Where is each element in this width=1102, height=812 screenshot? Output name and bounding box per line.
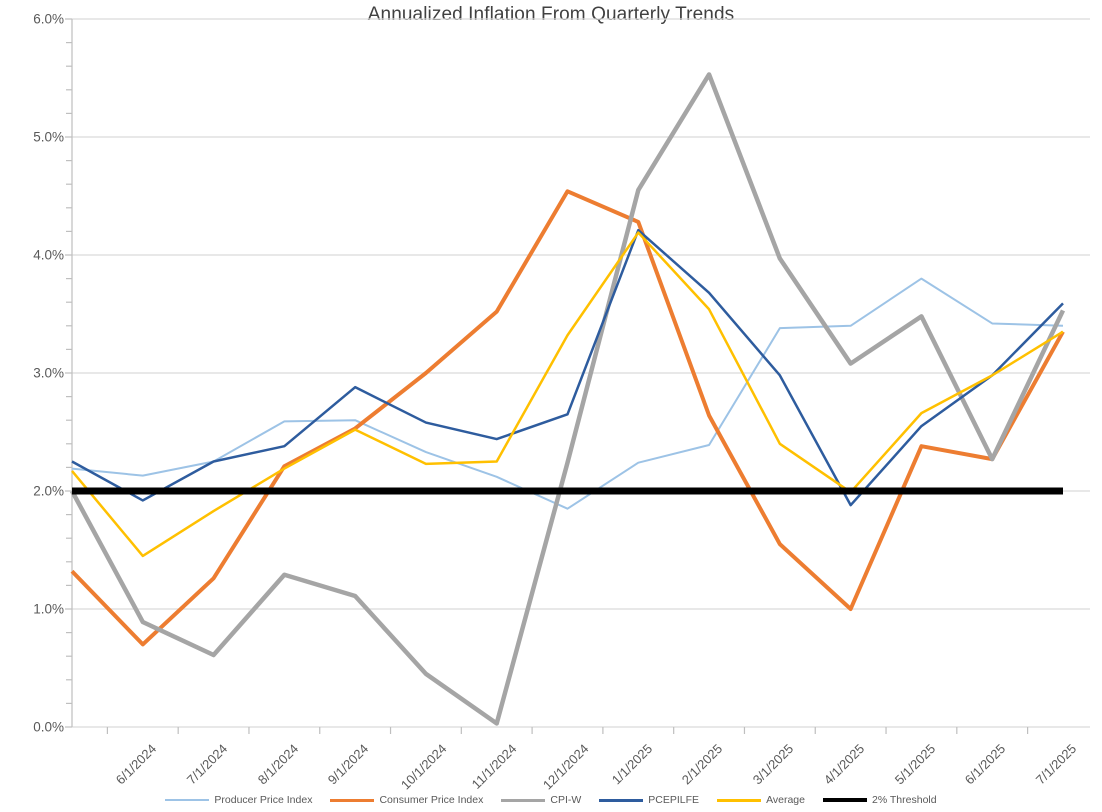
legend-item[interactable]: 2% Threshold [822, 794, 937, 806]
chart-legend: Producer Price Index Consumer Price Index… [0, 794, 1102, 806]
x-axis-tick-label: 9/1/2024 [325, 741, 372, 788]
series-lines [70, 72, 1066, 726]
chart-title: Annualized Inflation From Quarterly Tren… [367, 4, 735, 25]
legend-label: Average [766, 794, 805, 806]
legend-item[interactable]: Producer Price Index [165, 794, 312, 806]
legend-swatch-icon [330, 798, 375, 802]
legend-item[interactable]: Consumer Price Index [330, 794, 483, 806]
x-axis-tick-label: 3/1/2025 [749, 741, 797, 788]
x-axis-tick-label: 10/1/2024 [398, 741, 450, 793]
x-axis-tick-label: 7/1/2024 [183, 741, 230, 788]
legend-label: 2% Threshold [871, 794, 937, 806]
series-line-pcepilfe [71, 228, 1064, 507]
y-axis-labels: 0.0% 1.0% 2.0% 3.0% 4.0% 5.0% 6.0% [0, 0, 64, 812]
y-axis-tick-label: 6.0% [33, 11, 64, 27]
x-axis-tick-label: 11/1/2024 [468, 741, 520, 792]
legend-label: Consumer Price Index [379, 794, 484, 806]
y-axis-tick-label: 0.0% [33, 719, 64, 735]
legend-swatch-icon [165, 799, 210, 801]
x-axis-tick-label: 6/1/2024 [112, 741, 160, 788]
x-axis-tick-label: 6/1/2025 [962, 741, 1009, 788]
x-axis-tick-label: 2/1/2025 [679, 741, 726, 788]
x-axis-tick-label: 8/1/2024 [254, 741, 301, 788]
minor-ticks [65, 18, 73, 728]
legend-swatch-icon [717, 798, 762, 802]
legend-item[interactable]: Average [717, 794, 805, 806]
legend-swatch-icon [599, 798, 644, 802]
y-axis-tick-label: 5.0% [33, 129, 64, 145]
x-axis-tick-label: 12/1/2024 [539, 741, 592, 793]
legend-label: Producer Price Index [214, 794, 313, 806]
legend-swatch-icon [501, 798, 546, 802]
y-axis-tick-label: 1.0% [33, 601, 64, 617]
y-axis-tick-label: 3.0% [33, 365, 64, 381]
legend-label: PCEPILFE [648, 794, 700, 806]
y-axis-tick-label: 4.0% [33, 247, 64, 263]
x-axis-tick-label: 1/1/2025 [608, 741, 655, 788]
legend-swatch-icon [822, 798, 867, 802]
legend-item[interactable]: PCEPILFE [599, 794, 699, 806]
x-axis-tick-label: 4/1/2025 [820, 741, 868, 788]
legend-item[interactable]: CPI-W [501, 794, 581, 806]
legend-label: CPI-W [550, 794, 582, 806]
x-axis-tick-label: 7/1/2025 [1033, 741, 1080, 788]
x-axis-ticks [106, 727, 1029, 734]
series-line-average [71, 231, 1064, 558]
series-line-consumer-price-index [70, 189, 1065, 647]
x-axis-tick-label: 5/1/2025 [891, 741, 938, 788]
y-axis-tick-label: 2.0% [33, 483, 64, 499]
series-line-producer-price-index [71, 277, 1064, 510]
series-line-cpi-w [70, 72, 1066, 726]
